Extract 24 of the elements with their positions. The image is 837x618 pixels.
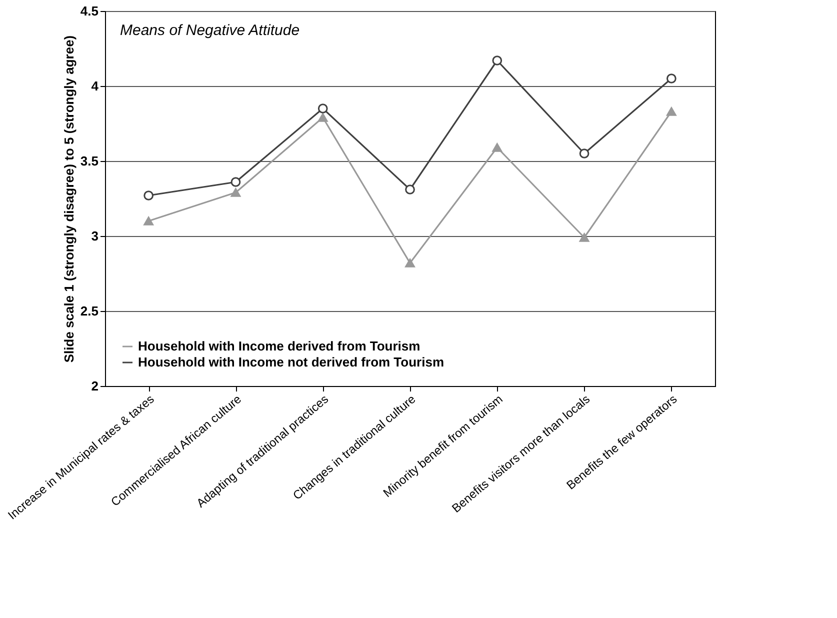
y-tick-label: 2.5	[80, 304, 98, 318]
point	[579, 148, 590, 158]
point	[318, 113, 328, 122]
y-tick-label: 4.5	[80, 4, 98, 18]
point	[405, 184, 415, 194]
point	[405, 258, 415, 268]
y-tick-label: 3	[91, 228, 98, 244]
y-tick-label: 3.5	[80, 154, 98, 168]
point	[666, 107, 676, 116]
point	[492, 56, 502, 66]
point	[579, 233, 590, 242]
legend-label: Household with Income not derived from Tourism	[138, 354, 444, 370]
y-axis-title: Slide scale 1 (strongly disagree) to 5 (strongly agree)	[61, 35, 76, 363]
point	[492, 143, 502, 152]
point	[144, 190, 154, 200]
text: Means of Negative Attitude	[120, 22, 300, 39]
legend-label: Household with Income derived from Tourism	[138, 338, 420, 354]
point	[318, 104, 328, 114]
point	[666, 74, 676, 84]
point	[230, 177, 241, 187]
point	[144, 216, 154, 226]
point	[230, 188, 241, 197]
y-tick-label: 2	[91, 378, 98, 394]
y-tick-label: 4	[91, 78, 100, 94]
